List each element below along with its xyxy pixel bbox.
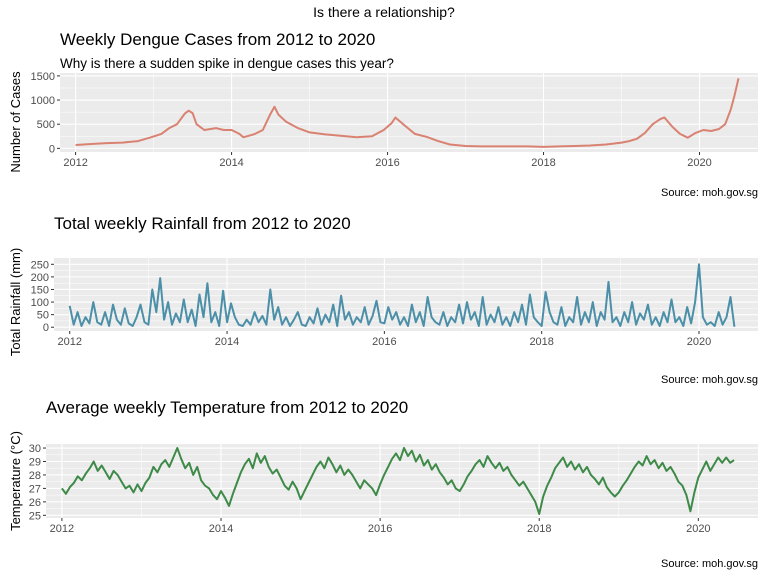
rainfall-title: Total weekly Rainfall from 2012 to 2020 (54, 214, 351, 233)
dengue-y-tick-label: 0 (49, 143, 55, 155)
dengue-x-tick-label: 2018 (531, 157, 555, 169)
rainfall-caption: Source: moh.gov.sg (661, 374, 758, 386)
temperature-x-tick-label: 2018 (527, 523, 551, 535)
temperature-y-axis-label: Temperature (°C) (8, 431, 23, 531)
temperature-caption: Source: moh.gov.sg (661, 558, 758, 570)
rainfall-x-tick-label: 2016 (372, 336, 396, 348)
rainfall-x-tick-label: 2020 (687, 336, 711, 348)
rainfall-y-tick-label: 250 (31, 259, 49, 271)
dengue-y-tick-label: 1000 (31, 95, 55, 107)
temperature-y-tick-label: 28 (29, 470, 41, 482)
temperature-title: Average weekly Temperature from 2012 to … (46, 398, 408, 417)
rainfall-y-axis-label: Total Rainfall (mm) (8, 248, 23, 356)
dengue-x-tick-label: 2016 (375, 157, 399, 169)
rainfall-y-tick-label: 200 (31, 272, 49, 284)
temperature-y-tick-label: 29 (29, 456, 41, 468)
temperature-series-line (61, 447, 735, 515)
temperature-y-tick-label: 26 (29, 497, 41, 509)
dengue-y-tick-label: 500 (37, 119, 55, 131)
rainfall-x-tick-label: 2018 (529, 336, 553, 348)
dengue-y-axis-label: Number of Cases (8, 71, 23, 173)
temperature-panel: Average weekly Temperature from 2012 to … (8, 398, 758, 570)
rainfall-y-tick-label: 50 (37, 310, 49, 322)
rainfall-x-tick-label: 2012 (57, 336, 81, 348)
temperature-x-tick-label: 2014 (209, 523, 233, 535)
dengue-series-line (75, 78, 740, 148)
rainfall-panel: Total weekly Rainfall from 2012 to 2020 … (8, 214, 758, 386)
temperature-y-tick-label: 30 (29, 443, 41, 455)
rainfall-y-tick-label: 150 (31, 284, 49, 296)
dengue-plot-background (60, 73, 758, 152)
temperature-y-tick-label: 25 (29, 510, 41, 522)
dengue-y-tick-label: 1500 (31, 71, 55, 83)
dengue-caption: Source: moh.gov.sg (661, 187, 758, 199)
dengue-x-tick-label: 2012 (63, 157, 87, 169)
dengue-subtitle: Why is there a sudden spike in dengue ca… (60, 56, 394, 71)
figure-title: Is there a relationship? (313, 4, 455, 20)
rainfall-x-tick-label: 2014 (215, 336, 239, 348)
rainfall-y-tick-label: 100 (31, 297, 49, 309)
temperature-x-tick-label: 2016 (368, 523, 392, 535)
dengue-x-tick-label: 2014 (219, 157, 243, 169)
rainfall-y-tick-label: 0 (43, 322, 49, 334)
temperature-x-tick-label: 2020 (686, 523, 710, 535)
dengue-panel: Weekly Dengue Cases from 2012 to 2020 Wh… (8, 30, 758, 199)
dengue-title: Weekly Dengue Cases from 2012 to 2020 (60, 30, 375, 49)
temperature-x-tick-label: 2012 (50, 523, 74, 535)
dengue-x-tick-label: 2020 (687, 157, 711, 169)
temperature-y-tick-label: 27 (29, 483, 41, 495)
rainfall-series-line (68, 263, 736, 327)
